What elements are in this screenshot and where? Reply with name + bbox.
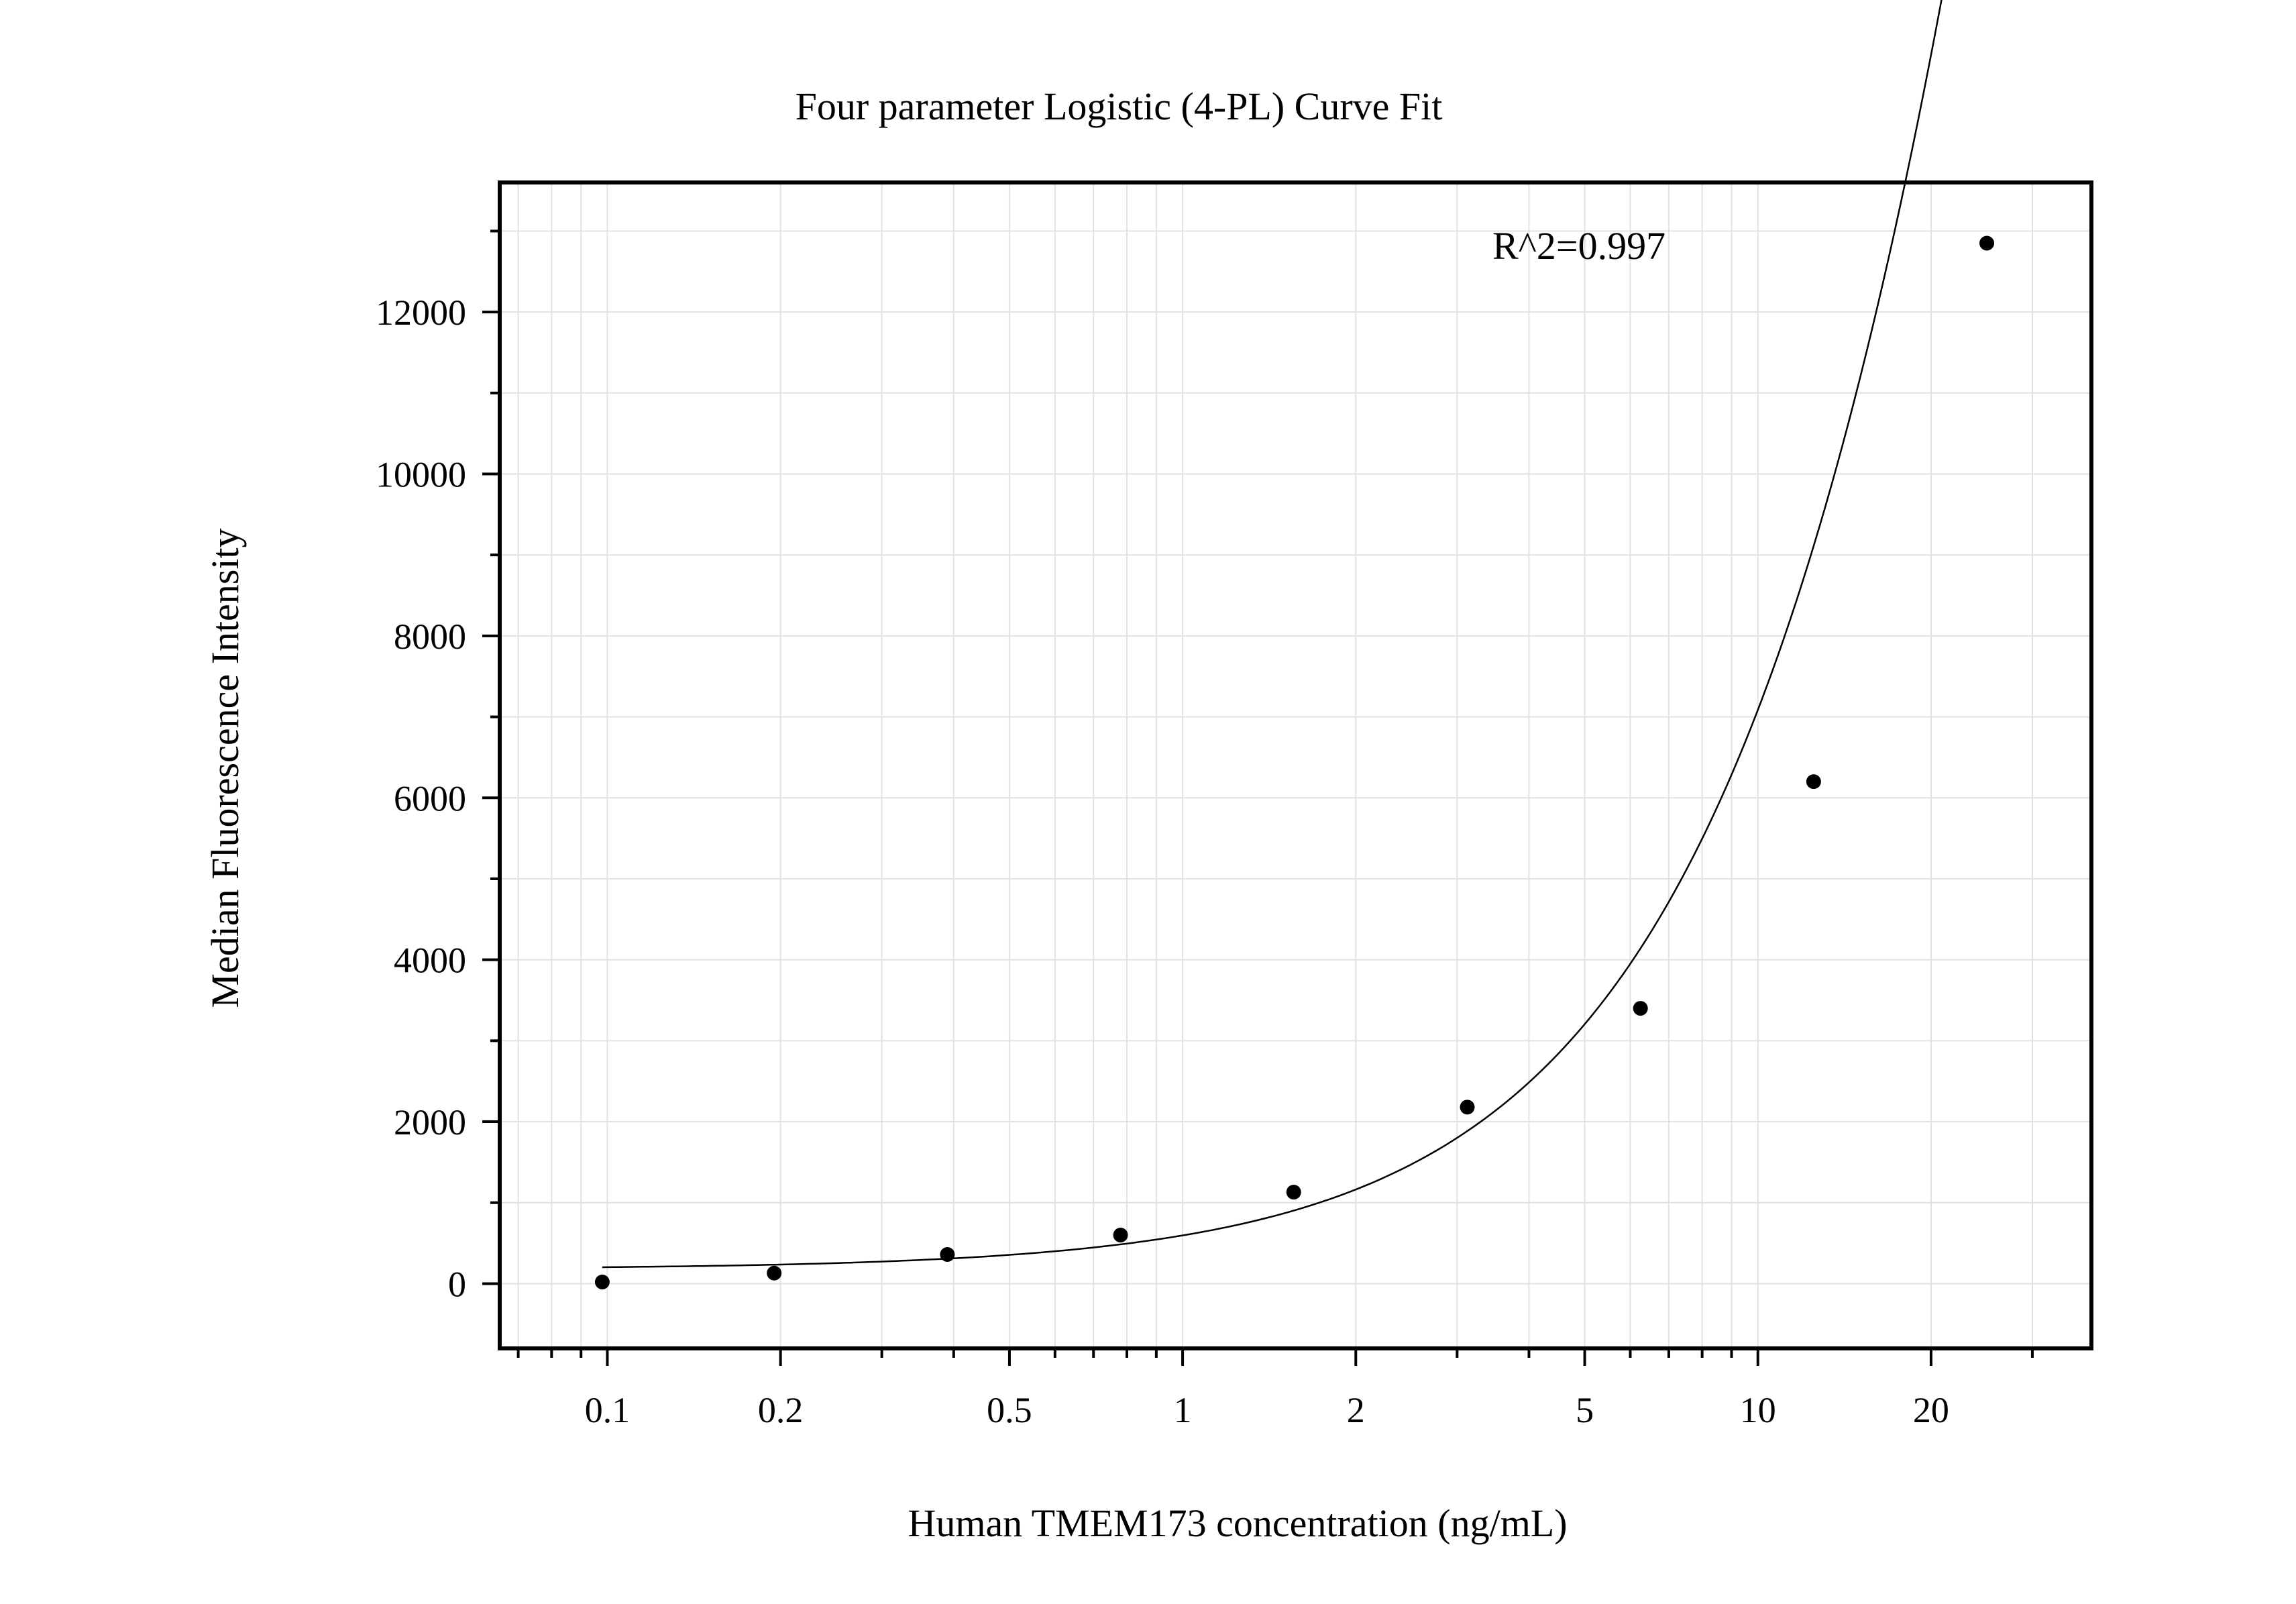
data-point [1979, 235, 1995, 251]
y-tick-label: 4000 [394, 941, 466, 981]
data-point [1633, 1001, 1648, 1016]
axis-ticks [482, 229, 2034, 1366]
data-point [1286, 1185, 1301, 1200]
data-point [1113, 1228, 1128, 1243]
data-point [594, 1275, 610, 1290]
r-squared-annotation: R^2=0.997 [1492, 224, 1665, 268]
x-tick-label: 10 [1740, 1390, 1776, 1430]
data-points [594, 235, 1995, 1290]
x-tick-label: 5 [1576, 1390, 1594, 1430]
data-point [940, 1246, 955, 1262]
y-tick-label: 0 [448, 1264, 466, 1304]
y-tick-label: 2000 [394, 1102, 466, 1142]
y-tick-label: 12000 [376, 292, 466, 333]
x-axis-label: Human TMEM173 concentration (ng/mL) [908, 1501, 1567, 1545]
y-tick-label: 8000 [394, 617, 466, 657]
data-point [1806, 774, 1821, 790]
y-tick-label: 10000 [376, 455, 466, 495]
x-tick-label: 0.2 [758, 1390, 804, 1430]
x-tick-label: 1 [1174, 1390, 1192, 1430]
fit-curve [602, 0, 1943, 1269]
x-tick-label: 0.1 [585, 1390, 631, 1430]
y-tick-label: 6000 [394, 778, 466, 818]
y-axis-label: Median Fluorescence Intensity [203, 528, 247, 1008]
tick-labels: 0.1 0.2 0.5 1 2 5 10 20 0 2000 4000 6000 8000 10000 12… [376, 292, 1949, 1430]
plot-frame [498, 180, 2093, 1350]
chart-title: Four parameter Logistic (4-PL) Curve Fit [796, 85, 1443, 128]
x-tick-label: 20 [1913, 1390, 1949, 1430]
x-tick-label: 0.5 [987, 1390, 1032, 1430]
x-tick-label: 2 [1347, 1390, 1365, 1430]
data-point [767, 1265, 782, 1281]
grid [500, 182, 2091, 1348]
data-point [1460, 1100, 1475, 1115]
